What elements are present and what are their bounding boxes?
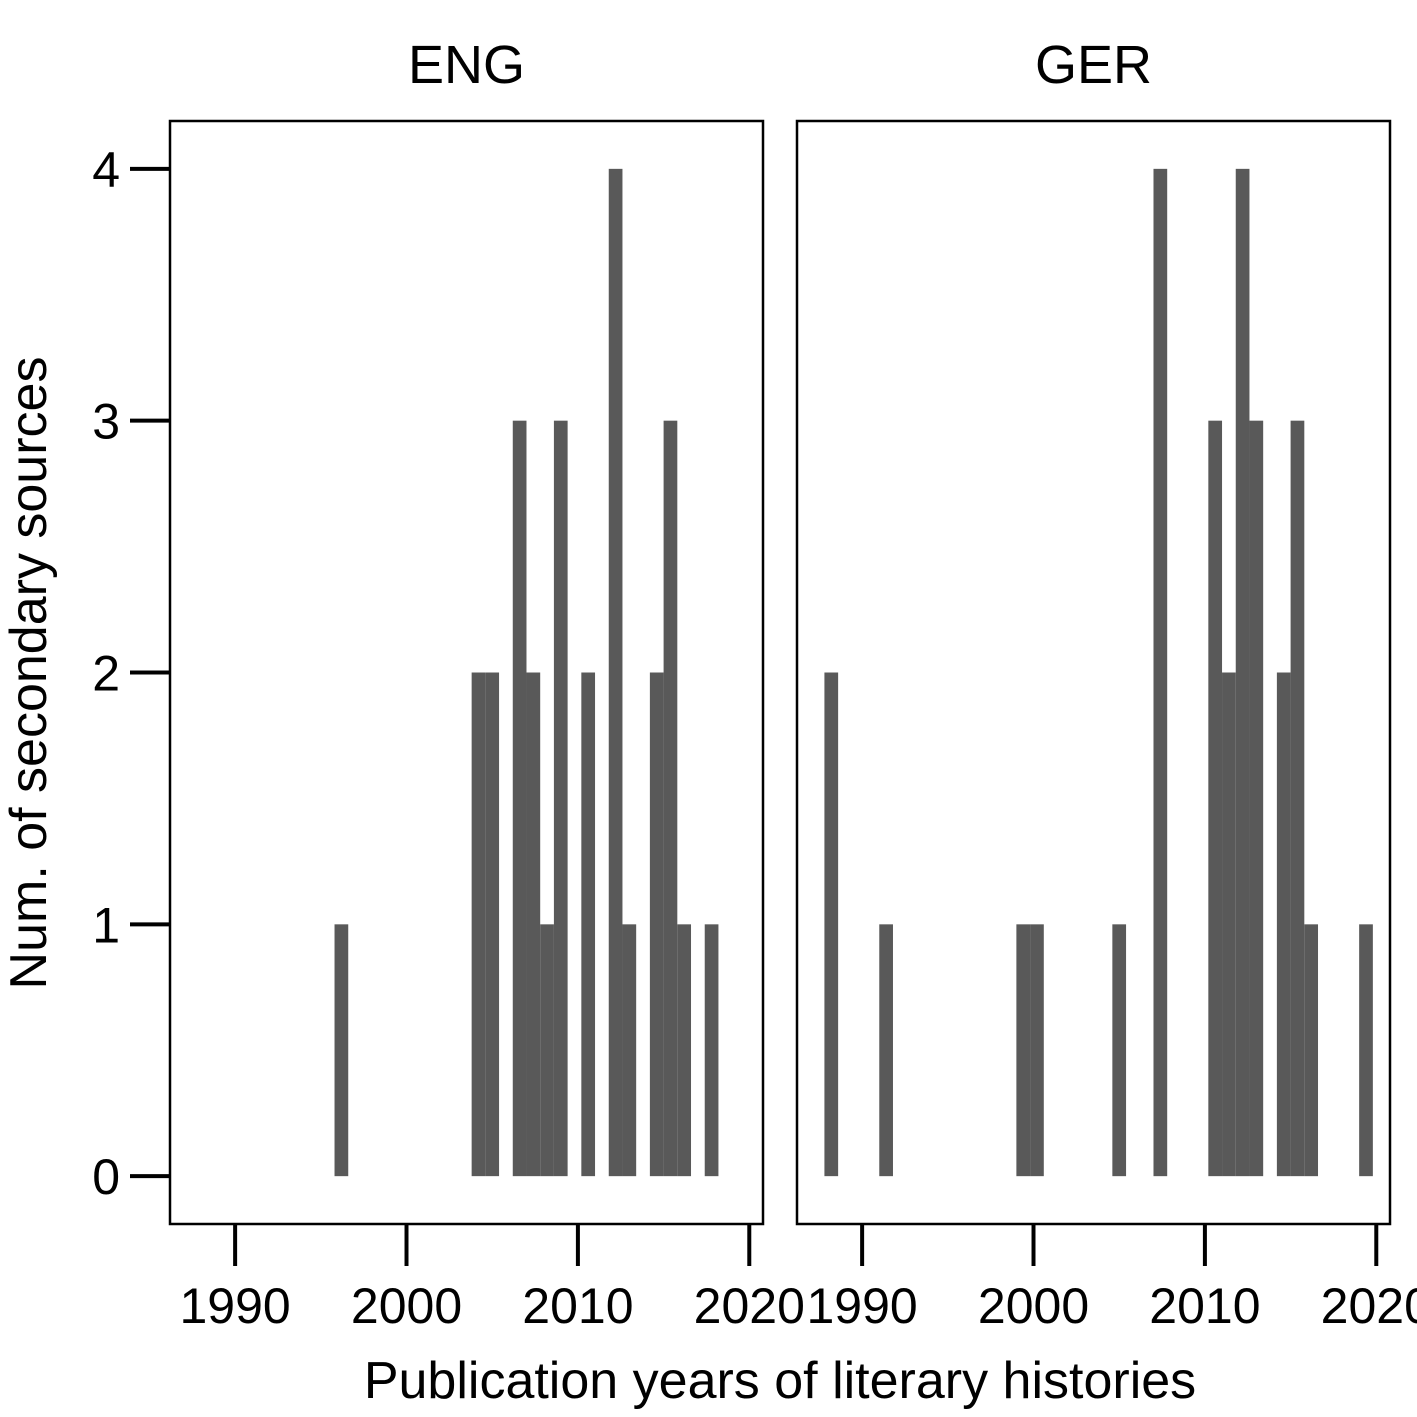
bar-eng xyxy=(471,672,486,1177)
bar-ger xyxy=(1235,168,1250,1177)
bar-eng xyxy=(526,672,541,1177)
panel-frame xyxy=(795,119,1392,1226)
x-tick-label: 2000 xyxy=(978,1278,1089,1334)
bar-eng xyxy=(649,672,664,1177)
bar-ger xyxy=(824,672,839,1177)
panel-ger: GER 1990 2000 2010 2020 xyxy=(795,35,1417,1334)
bar-eng xyxy=(608,168,623,1177)
bar-ger xyxy=(1249,420,1264,1177)
bar-eng xyxy=(663,420,678,1177)
x-tick-label: 2020 xyxy=(1321,1278,1417,1334)
bar-eng xyxy=(581,672,596,1177)
bar-eng xyxy=(540,924,554,1177)
panels-group: ENG 1990 2000 2010 2020 0 1 2 3 4 GER 1990 2000 2010 2… xyxy=(92,35,1417,1334)
bar-ger xyxy=(879,924,893,1177)
x-tick-label: 2000 xyxy=(351,1278,462,1334)
y-tick-label: 0 xyxy=(92,1149,120,1205)
y-tick-label: 3 xyxy=(92,394,120,450)
bar-ger xyxy=(1153,168,1168,1177)
bar-ger xyxy=(1112,924,1127,1177)
bar-eng xyxy=(553,420,568,1177)
bar-ger xyxy=(1276,672,1291,1177)
bar-eng xyxy=(334,924,349,1177)
bar-ger xyxy=(1030,924,1044,1177)
bar-eng xyxy=(485,672,500,1177)
x-tick-label: 2020 xyxy=(694,1278,805,1334)
y-tick-label: 2 xyxy=(92,646,120,702)
x-tick-label: 2010 xyxy=(522,1278,633,1334)
bar-ger xyxy=(1290,420,1305,1177)
bar-eng xyxy=(622,924,637,1177)
y-tick-label: 1 xyxy=(92,897,120,953)
bar-ger xyxy=(1222,672,1236,1177)
bar-eng xyxy=(677,924,692,1177)
panel-title: ENG xyxy=(408,35,525,95)
x-tick-label: 1990 xyxy=(180,1278,291,1334)
x-tick-label: 2010 xyxy=(1149,1278,1260,1334)
panel-title: GER xyxy=(1035,35,1152,95)
bar-eng xyxy=(704,924,719,1177)
bar-ger xyxy=(1208,420,1223,1177)
x-axis-title: Publication years of literary histories xyxy=(364,1352,1196,1410)
bar-ger xyxy=(1016,924,1031,1177)
bar-ger xyxy=(1359,924,1373,1177)
bar-ger xyxy=(1304,924,1319,1177)
y-axis-title: Num. of secondary sources xyxy=(0,357,58,990)
panel-eng: ENG 1990 2000 2010 2020 0 1 2 3 4 xyxy=(92,35,805,1334)
x-tick-label: 1990 xyxy=(807,1278,918,1334)
bar-eng xyxy=(512,420,527,1177)
y-tick-label: 4 xyxy=(92,142,120,198)
